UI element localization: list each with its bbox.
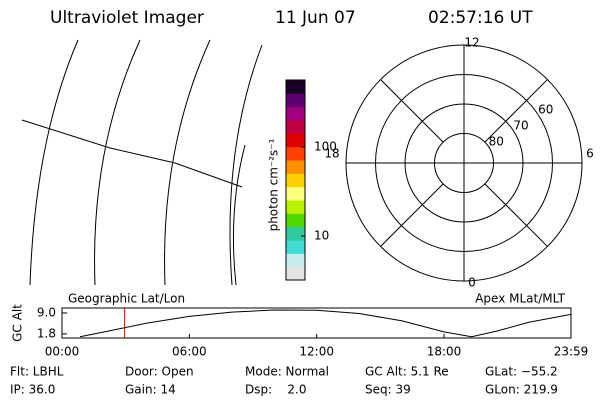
status-field: Mode: Normal [245,365,329,379]
x-tick-label: 00:00 [45,345,80,359]
meridian [29,39,79,286]
status-field: Dsp: 2.0 [245,383,307,397]
lat-label: 60 [538,102,553,116]
altitude-panel: Geographic Lat/Lon Apex MLat/MLT GC Alt 9.0… [11,292,589,359]
time: 02:57:16 UT [428,8,533,28]
diagonal-line [484,183,548,247]
date: 11 Jun 07 [275,8,356,28]
y-tick-label: 9.0 [37,305,56,319]
lat-label: 70 [513,118,528,132]
color-band [286,226,305,241]
mlt-label: 12 [464,36,479,50]
colorbar-tick-label: 100 [314,139,337,153]
color-band [286,253,305,268]
color-band [286,240,305,254]
status-field: Flt: LBHL [10,365,64,379]
mlt-label: 18 [324,147,339,161]
status-field: Door: Open [125,365,194,379]
parallel [21,119,243,188]
x-tick-label: 23:59 [554,345,589,359]
y-axis-label: GC Alt [11,304,25,342]
title: Ultraviolet Imager [50,8,204,28]
panel-title-left: Geographic Lat/Lon [68,292,185,306]
colorbar-frame [285,79,306,281]
color-band [286,146,305,161]
lat-label: 80 [489,135,504,149]
y-tick-label: 1.8 [37,326,56,340]
color-band [286,120,305,134]
colorbar-tick-label: 10 [314,228,329,242]
color-band [286,133,305,148]
colorbar: 10 100 [285,79,337,281]
status-field: GLon: 219.9 [485,383,558,397]
diagonal-line [380,183,444,247]
status-field: GC Alt: 5.1 Re [365,365,449,379]
meridian [94,39,141,286]
color-band [286,80,305,94]
panel-title-right: Apex MLat/MLT [475,292,565,306]
map-grid [21,39,263,286]
x-tick-label: 06:00 [172,345,207,359]
diagonal-line [484,79,548,143]
colorbar-label: photon cm⁻²s⁻¹ [267,138,281,231]
x-tick-label: 18:00 [427,345,462,359]
color-band [286,173,305,188]
status-bar: Flt: LBHL Door: Open Mode: Normal GC Alt: 5… [10,365,558,397]
color-band [286,213,305,228]
color-band [286,200,305,214]
status-field: GLat: −55.2 [485,365,558,379]
meridian [232,144,246,286]
status-field: Seq: 39 [365,383,411,397]
mlt-label: 0 [468,276,476,290]
status-field: IP: 36.0 [10,383,55,397]
color-band [286,160,305,174]
meridian [229,44,263,286]
color-band [286,186,305,201]
color-band [286,106,305,121]
color-band [286,266,305,281]
meridian [164,39,211,286]
altitude-curve [79,309,571,338]
diagonal-line [380,79,444,143]
x-tick-label: 12:00 [299,345,334,359]
status-field: Gain: 14 [125,383,176,397]
polar-plot: 0 6 12 18 80 70 60 [324,36,593,290]
mlt-label: 6 [586,147,594,161]
color-band [286,93,305,108]
